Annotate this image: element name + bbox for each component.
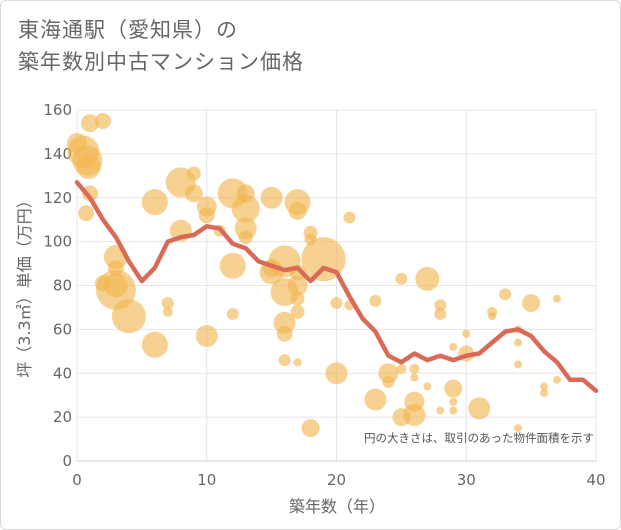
bubble-point [195,324,218,347]
bubble-point [231,194,260,223]
y-tick-label: 140 [43,145,72,163]
bubble-point [403,403,426,426]
bubble-point [553,375,562,384]
y-tick-label: 60 [53,320,72,338]
bubble-point [382,376,395,389]
x-tick-label: 10 [197,471,216,489]
bubble-point [364,388,387,411]
y-tick-label: 0 [62,452,72,470]
bubble-point [219,252,246,279]
bubble-point [434,299,447,312]
bubble-point [184,184,203,203]
bubble-point [290,291,305,306]
bubble-point [81,185,98,202]
chart-title: 東海通駅（愛知県）の 築年数別中古マンション価格 [18,14,304,78]
x-tick-label: 0 [72,471,82,489]
bubble-point [444,379,463,398]
bubble-point [462,329,471,338]
y-tick-label: 20 [53,408,72,426]
y-tick-label: 120 [43,189,72,207]
x-axis-label: 築年数（年） [289,497,385,516]
bubble-point [141,331,168,358]
bubble-point [162,306,173,317]
y-tick-labels: 0 20 40 60 80 100 120 140 160 [43,101,72,470]
bubble-point [198,207,215,224]
bubble-point [396,363,407,374]
bubble-point [276,325,293,342]
bubble-point [369,294,382,307]
bubble-point [260,186,283,209]
bubble-point [449,342,458,351]
bubble-point [78,205,95,222]
bubble-point [111,299,146,334]
bubble-point [434,308,447,321]
bubble-point [290,304,305,319]
bubble-point [301,419,320,438]
bubble-point [514,360,523,369]
bubble-point [488,312,497,321]
bubble-point [449,397,458,406]
bubble-point [395,272,408,285]
bubble-point [540,388,549,397]
x-tick-label: 30 [457,471,476,489]
title-line-1: 東海通駅（愛知県）の [18,18,238,42]
x-tick-labels: 0 10 20 30 40 [72,471,605,489]
bubble-point [514,338,523,347]
bubble-point [378,363,399,384]
bubble-point [76,155,101,180]
y-tick-label: 100 [43,233,72,251]
grid-lines [76,109,597,462]
bubble-point [141,189,168,216]
y-axis-label: 坪（3.3㎡）単価（万円） [15,192,34,377]
bubble-point [540,382,549,391]
bubble-point [288,201,307,220]
bubble-point [436,406,445,415]
bubble-point [499,288,512,301]
bubble-point [161,297,174,310]
bubble-point [449,406,458,415]
bubble-point [410,373,419,382]
bubble-point [415,266,440,291]
bubble-point [278,354,291,367]
bubble-point [522,294,541,313]
bubble-point [330,297,343,310]
bubble-point [423,382,432,391]
bubble-point [293,358,302,367]
bubble-point [514,424,523,433]
y-tick-label: 40 [53,364,72,382]
trend-series [74,180,599,394]
bubble-point [468,397,491,420]
bubble-point [238,230,253,245]
bubble-point [80,114,99,133]
bubble-point [553,294,562,303]
size-note: 円の大きさは、取引のあった物件面積を示す [364,431,594,445]
bubble-point [409,363,420,374]
x-tick-label: 40 [586,471,605,489]
bubble-point [94,112,111,129]
bubble-point [186,166,201,181]
title-line-2: 築年数別中古マンション価格 [18,50,304,74]
y-tick-label: 160 [43,101,72,119]
trend-line [74,180,599,394]
bubble-point [287,275,308,296]
x-tick-label: 20 [327,471,346,489]
bubble-point [343,211,356,224]
bubble-point [226,308,239,321]
bubble-point [325,362,348,385]
y-tick-label: 80 [53,277,72,295]
